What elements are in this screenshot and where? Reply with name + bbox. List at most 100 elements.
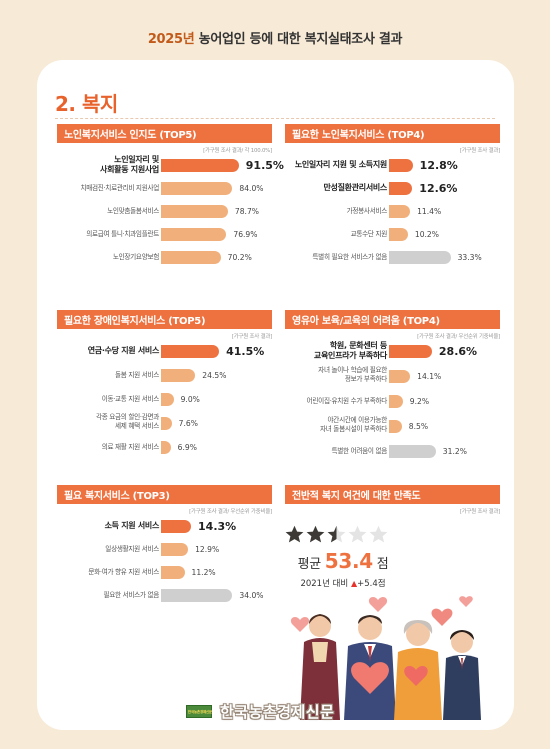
card-note: [가구원 조사 결과] xyxy=(459,509,500,515)
page-title: 2025년 농어업인 등에 대한 복지실태조사 결과 xyxy=(0,28,550,47)
card-title-rule xyxy=(285,503,500,504)
bar-category-label: 돌봄 지원 서비스 xyxy=(115,371,159,379)
card-title-rule xyxy=(57,503,272,504)
bar xyxy=(389,159,413,172)
bar-category-label: 만성질환관리서비스 xyxy=(323,183,387,192)
bar-category-label: 자녀 놀이나 학습에 필요한 정보가 부족하다 xyxy=(318,366,387,383)
compare-prefix: 2021년 대비 xyxy=(300,579,349,589)
bar xyxy=(161,393,174,406)
bar-chart: 소득 지원 서비스 14.3% 일상생활지원 서비스 12.9% 문화·여가 향유 지원… xyxy=(57,516,272,611)
heart-icon xyxy=(368,597,388,612)
page-title-rest: 농어업인 등에 대한 복지실태조사 결과 xyxy=(198,32,403,47)
bar xyxy=(389,182,413,195)
bar-value-label: 6.9% xyxy=(177,443,197,452)
heart-icon xyxy=(431,608,453,626)
bar-value-label: 12.6% xyxy=(419,182,458,195)
compare-2021: 2021년 대비 ▲+5.4점 xyxy=(260,577,426,589)
bar-category-label: 특별한 어려움이 없음 xyxy=(331,447,388,455)
heart-icon xyxy=(459,596,473,607)
section-title: 2. 복지 xyxy=(55,92,118,116)
star-empty-icon xyxy=(348,525,367,543)
bar xyxy=(161,251,221,264)
bar-category-label: 치매검진·치료관리비 지원사업 xyxy=(80,184,159,192)
section-divider xyxy=(55,118,495,119)
bar-category-label: 필요한 서비스가 없음 xyxy=(103,591,160,599)
bar-category-label: 소득 지원 서비스 xyxy=(104,521,160,530)
card-disability-needed: 필요한 장애인복지서비스 (TOP5) [가구원 조사 결과] 연금·수당 지원… xyxy=(57,310,272,461)
family-illustration xyxy=(290,596,481,720)
bar xyxy=(389,420,402,433)
page-title-year: 2025년 xyxy=(147,32,195,47)
bar-value-label: 24.5% xyxy=(202,371,227,380)
bar-value-label: 28.6% xyxy=(438,345,478,358)
bar xyxy=(161,543,189,556)
card-note: [가구원 조사 결과/ 우선순위 기중비율] xyxy=(417,334,500,340)
bar xyxy=(161,228,227,241)
bar-value-label: 31.2% xyxy=(442,447,467,456)
card-needed-welfare: 필요 복지서비스 (TOP3) [가구원 조사 결과/ 우선순위 가중비율] 소… xyxy=(57,485,272,611)
bar-category-label: 교통수단 지원 xyxy=(350,230,388,238)
content-panel: 2. 복지 노인복지서비스 인지도 (TOP5) [가구원 조사 결과/ 각 1… xyxy=(37,60,514,730)
bar-chart: 노인일자리 지원 및 소득지원 12.8% 만성질환관리서비스 12.6% 가정봉사서비… xyxy=(285,155,500,270)
bar xyxy=(389,228,408,241)
newspaper-logo-text: 한국농촌경제신문 xyxy=(187,710,213,714)
card-title-rule xyxy=(57,142,272,143)
bar-value-label: 14.1% xyxy=(417,372,442,381)
bar-value-label: 70.2% xyxy=(227,253,252,262)
card-satisfaction: 전반적 복지 여건에 대한 만족도 [가구원 조사 결과] xyxy=(285,485,500,516)
bar xyxy=(389,370,411,383)
card-title-rule xyxy=(285,142,500,143)
bar-value-label: 34.0% xyxy=(239,591,264,600)
bar-category-label: 연금·수당 지원 서비스 xyxy=(87,346,160,355)
heart-icon xyxy=(290,617,310,632)
bar-value-label: 12.8% xyxy=(419,159,458,172)
card-title: 필요한 노인복지서비스 (TOP4) xyxy=(285,124,500,142)
bar-category-label: 특별히 필요한 서비스가 없음 xyxy=(312,253,387,261)
card-note: [가구원 조사 결과/ 각 100.0%] xyxy=(203,148,272,154)
card-elderly-awareness: 노인복지서비스 인지도 (TOP5) [가구원 조사 결과/ 각 100.0%]… xyxy=(57,124,284,270)
bar-chart: 노인일자리 및 사회활동 지원사업 91.5% 치매검진·치료관리비 지원사업 84.0… xyxy=(57,155,284,270)
bar xyxy=(389,251,451,264)
bar-category-label: 가정봉사서비스 xyxy=(346,207,388,215)
star-filled-icon xyxy=(285,525,304,543)
bar-value-label: 9.0% xyxy=(180,395,200,404)
bar-category-label: 야간시간에 이용가능한 자녀 돌봄시설이 부족하다 xyxy=(319,416,387,433)
card-title: 필요 복지서비스 (TOP3) xyxy=(57,485,272,503)
bar-value-label: 12.9% xyxy=(195,545,220,554)
card-childcare-difficulty: 영유아 보육/교육의 어려움 (TOP4) [가구원 조사 결과/ 우선순위 기… xyxy=(285,310,500,466)
bar-chart: 연금·수당 지원 서비스 41.5% 돌봄 지원 서비스 24.5% 이동·교통 지원 … xyxy=(57,341,272,461)
bar-category-label: 일상생활지원 서비스 xyxy=(105,545,159,553)
card-title-rule xyxy=(285,328,500,329)
bar xyxy=(161,369,196,382)
newspaper-name: 한국농촌경제신문 xyxy=(220,703,335,721)
bar xyxy=(161,441,171,454)
card-note: [가구원 조사 결과] xyxy=(459,148,500,154)
up-arrow-icon: ▲ xyxy=(350,579,358,588)
bar-value-label: 10.2% xyxy=(414,230,439,239)
star-filled-icon xyxy=(306,525,325,543)
bar-category-label: 각종 요금의 할인·감면과 세제 혜택 서비스 xyxy=(95,413,159,430)
bar-value-label: 9.2% xyxy=(409,397,430,406)
bar-category-label: 문화·여가 향유 지원 서비스 xyxy=(88,568,159,576)
bar xyxy=(161,159,239,172)
bar xyxy=(161,205,228,218)
bar-category-label: 의료 재활 지원 서비스 xyxy=(101,443,160,451)
bar xyxy=(389,205,411,218)
footer: 한국농촌경제신문 한국농촌경제신문 xyxy=(0,697,550,727)
bar-category-label: 노인장기요양보험 xyxy=(112,253,159,261)
card-title: 노인복지서비스 인지도 (TOP5) xyxy=(57,124,272,142)
bar-category-label: 의료급여 틀니·치과임플란트 xyxy=(86,230,159,238)
bar xyxy=(161,566,185,579)
average-score: 평균 53.4 점 xyxy=(260,549,426,573)
bar-value-label: 14.3% xyxy=(198,520,237,533)
card-title-rule xyxy=(57,328,272,329)
card-elderly-needed: 필요한 노인복지서비스 (TOP4) [가구원 조사 결과] 노인일자리 지원 … xyxy=(285,124,500,270)
bar xyxy=(161,182,233,195)
bar-value-label: 33.3% xyxy=(457,253,482,262)
bar xyxy=(389,395,403,408)
average-label: 평균 xyxy=(297,557,322,572)
heart-icon xyxy=(404,665,428,686)
average-value: 53.4 xyxy=(324,549,373,573)
bar xyxy=(161,589,233,602)
bar xyxy=(161,345,220,358)
